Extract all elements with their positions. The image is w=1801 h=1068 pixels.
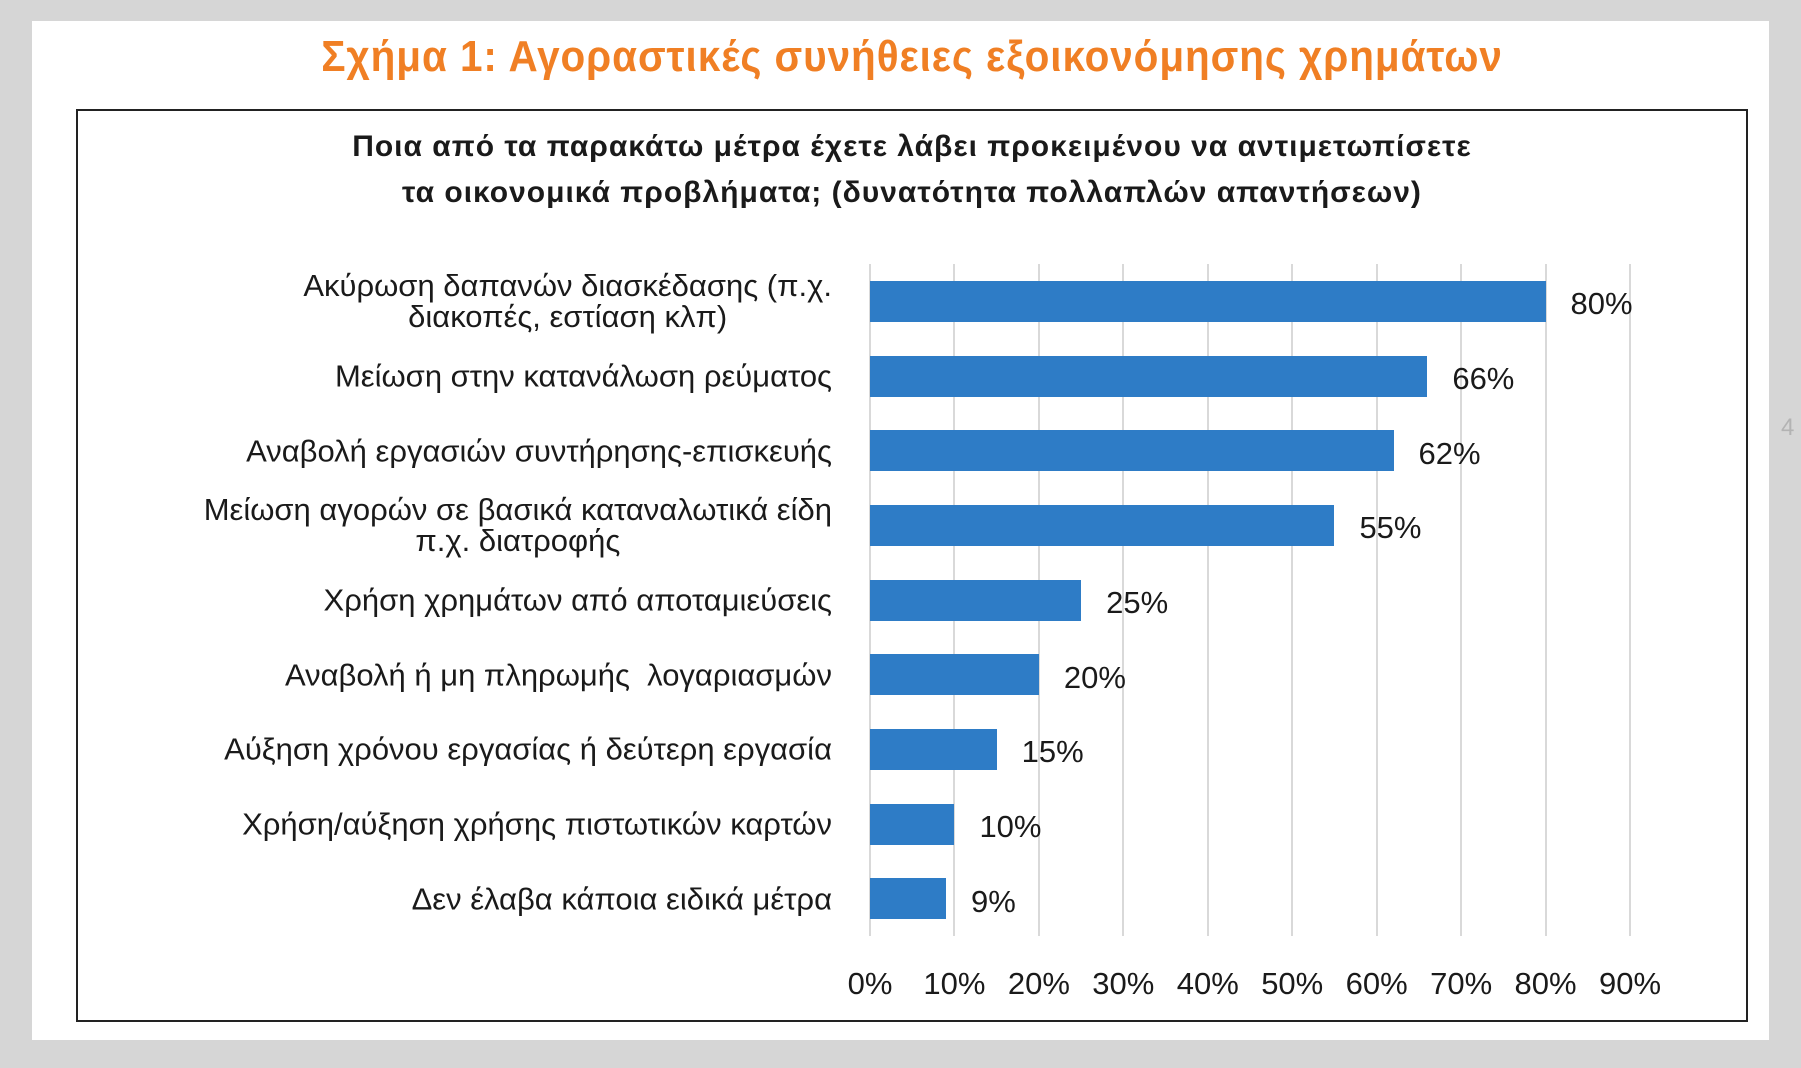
x-tick-label: 10%	[923, 966, 986, 1001]
bar	[870, 579, 1082, 621]
bar	[870, 430, 1394, 472]
chart-frame	[76, 109, 1748, 1022]
bar	[870, 878, 946, 920]
gridline	[1122, 264, 1125, 936]
bar	[870, 654, 1039, 696]
gridline	[1460, 264, 1463, 936]
category-label: Χρήση χρημάτων από αποταμιεύσεις	[323, 582, 832, 618]
x-tick-label: 40%	[1176, 966, 1239, 1001]
data-label: 62%	[1418, 435, 1481, 471]
category-label: Μείωση αγορών σε βασικά καταναλωτικά είδ…	[203, 492, 832, 559]
x-tick-label: 20%	[1007, 966, 1070, 1001]
gridline	[1291, 264, 1294, 936]
x-tick-label: 50%	[1261, 966, 1324, 1001]
category-label: Χρήση/αύξηση χρήσης πιστωτικών καρτών	[242, 806, 832, 842]
category-label: Αναβολή ή μη πληρωμής λογαριασμών	[284, 657, 832, 693]
category-label: Ακύρωση δαπανών διασκέδασης (π.χ. διακοπ…	[303, 268, 832, 335]
category-label: Μείωση στην κατανάλωση ρεύματος	[334, 358, 832, 394]
bar	[870, 728, 997, 770]
bar	[870, 280, 1546, 322]
data-label: 55%	[1359, 510, 1422, 546]
data-label: 20%	[1063, 659, 1126, 695]
chart-title: Ποια από τα παρακάτω μέτρα έχετε λάβει π…	[352, 130, 1472, 209]
category-label: Αναβολή εργασιών συντήρησης-επισκευής	[246, 433, 832, 469]
bar	[870, 355, 1428, 397]
data-label: 66%	[1452, 361, 1515, 396]
gridline	[1629, 264, 1631, 936]
data-label: 10%	[979, 809, 1042, 844]
edge-text-fragment: 4	[1781, 414, 1795, 441]
data-label: 15%	[1021, 734, 1084, 770]
data-label: 25%	[1106, 585, 1169, 620]
x-tick-label: 70%	[1430, 966, 1493, 1001]
figure-caption: Σχήμα 1: Αγοραστικές συνήθειες εξοικονόμ…	[321, 32, 1503, 81]
gridline	[1206, 264, 1209, 936]
x-tick-label: 80%	[1514, 966, 1577, 1001]
x-tick-label: 0%	[847, 966, 893, 1001]
category-label: Αύξηση χρόνου εργασίας ή δεύτερη εργασία	[224, 731, 832, 767]
gridline	[1544, 264, 1547, 936]
data-label: 9%	[971, 883, 1016, 919]
category-label: Δεν έλαβα κάποια ειδικά μέτρα	[411, 881, 832, 917]
x-tick-label: 90%	[1598, 966, 1662, 1001]
x-tick-label: 60%	[1345, 966, 1408, 1001]
bar	[870, 803, 955, 845]
x-tick-label: 30%	[1092, 966, 1155, 1001]
data-label: 80%	[1570, 286, 1633, 322]
gridline	[1375, 264, 1378, 936]
bar	[870, 504, 1335, 546]
